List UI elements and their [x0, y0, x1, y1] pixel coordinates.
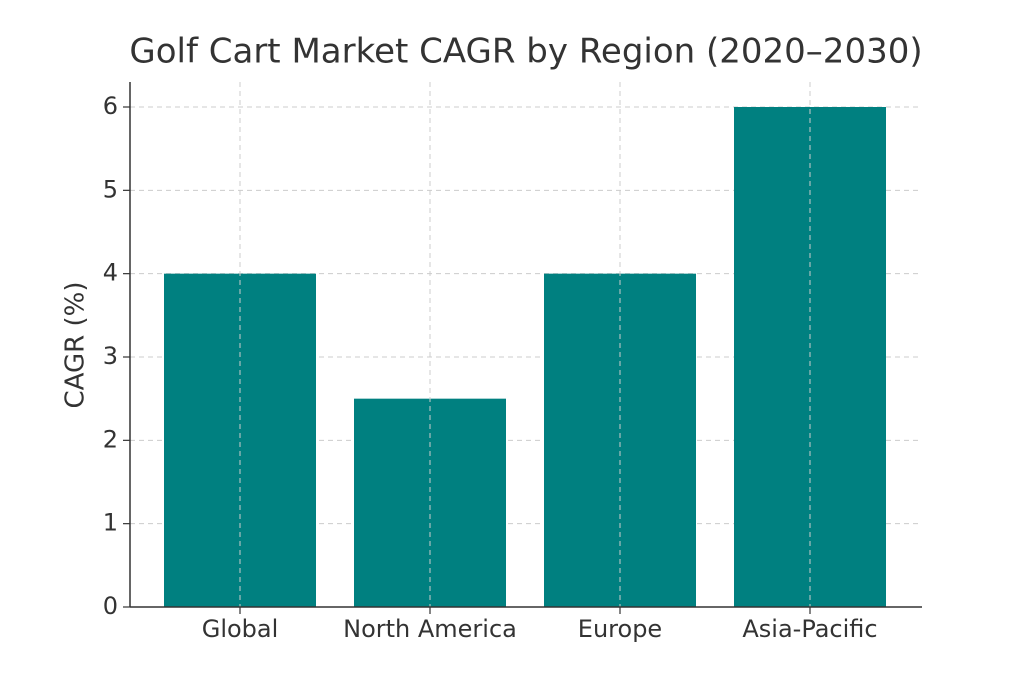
x-tick-label: North America: [343, 615, 517, 643]
bar: [164, 273, 316, 607]
y-tick-label: 4: [103, 259, 118, 287]
y-tick-label: 2: [103, 425, 118, 453]
x-tick-label: Europe: [578, 615, 662, 643]
bar: [544, 273, 696, 607]
x-tick-label: Asia-Pacific: [742, 615, 877, 643]
x-tick-label: Global: [202, 615, 279, 643]
y-tick-label: 6: [103, 92, 118, 120]
y-tick-label: 1: [103, 509, 118, 537]
y-tick-label: 0: [103, 592, 118, 620]
bar: [354, 398, 506, 607]
y-axis-label: CAGR (%): [61, 282, 91, 409]
chart-title: Golf Cart Market CAGR by Region (2020–20…: [129, 32, 922, 72]
y-tick-label: 5: [103, 175, 118, 203]
y-tick-label: 3: [103, 342, 118, 370]
